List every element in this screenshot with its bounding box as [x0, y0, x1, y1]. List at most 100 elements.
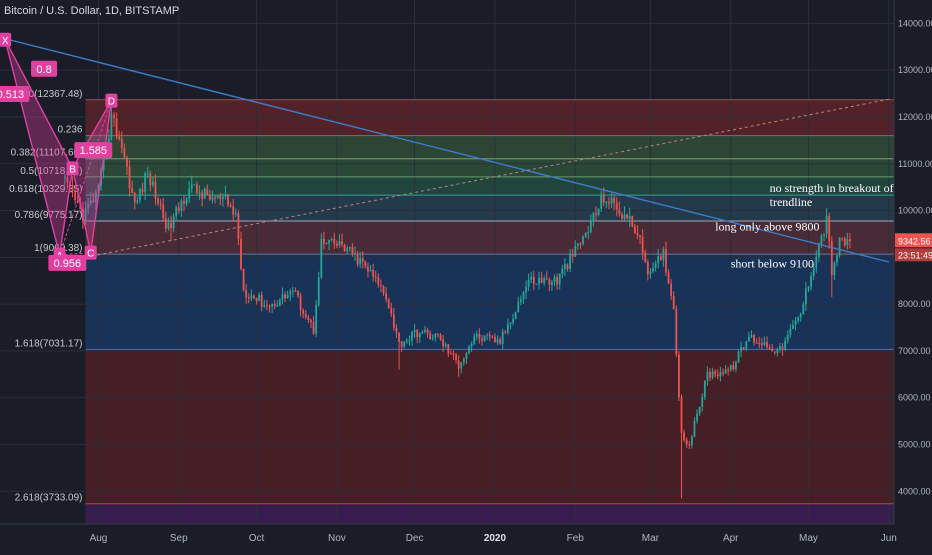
candle-body [475, 334, 478, 337]
fib-level-label: 2.618(3733.09) [15, 493, 83, 504]
time-tick-label: Apr [723, 533, 739, 544]
candle-body [188, 188, 191, 199]
candle-body [595, 213, 597, 216]
candle-body [615, 202, 618, 210]
harmonic-point-label: C [87, 249, 94, 260]
harmonic-point-label: X [2, 36, 9, 47]
countdown-badge [895, 248, 932, 262]
candle-body [639, 235, 641, 237]
candle-body [766, 342, 768, 348]
candle-body [457, 360, 460, 369]
candle-body [424, 329, 426, 332]
candle-body [830, 241, 833, 276]
current-price-label: 9342.56 [898, 236, 931, 246]
candle-body [468, 346, 470, 353]
candle-body [291, 290, 294, 292]
candle-body [258, 294, 261, 301]
candle-body [343, 244, 346, 252]
candle-body [253, 295, 255, 299]
candle-body [540, 277, 543, 283]
candle-body [211, 197, 214, 200]
candle-body [600, 195, 603, 209]
candle-body [621, 214, 623, 219]
candle-body [654, 262, 657, 269]
candle-body [247, 297, 250, 299]
candle-body [608, 202, 610, 204]
harmonic-ratio-badge [0, 86, 30, 103]
time-tick-label: Feb [567, 533, 585, 544]
annotation-text: trendline [770, 195, 813, 209]
candle-body [172, 216, 175, 229]
dotted-trendline [85, 98, 889, 258]
fib-level-label: 0(12367.48) [29, 89, 83, 100]
harmonic-ratio-line [59, 100, 112, 256]
candle-body [224, 194, 227, 197]
candle-body [338, 241, 341, 246]
candle-body [276, 305, 279, 307]
candle-body [667, 272, 670, 284]
candle-body [628, 215, 631, 219]
candle-body [470, 343, 473, 347]
candle-body [802, 304, 805, 314]
candle-body [411, 331, 413, 341]
candle-body [678, 354, 680, 398]
candle-body [478, 334, 481, 339]
candle-body [815, 257, 818, 268]
candle-body [561, 268, 564, 275]
candle-body [753, 335, 755, 343]
candle-body [574, 245, 577, 257]
candle-body [807, 286, 810, 289]
candle-body [320, 238, 323, 278]
candle-body [421, 331, 424, 334]
candle-body [727, 369, 730, 371]
candle-body [413, 329, 416, 332]
fib-level-label: 0.236 [57, 125, 82, 136]
candle-body [196, 184, 198, 193]
harmonic-bcd [71, 100, 113, 253]
candle-body [690, 436, 693, 446]
candle-body [750, 335, 753, 338]
candle-body [128, 166, 131, 189]
candle-body [553, 277, 556, 283]
candle-body [66, 176, 69, 183]
candle-body [374, 276, 377, 278]
fib-band [85, 176, 894, 196]
candle-body [849, 239, 851, 242]
candle-body [701, 397, 704, 407]
candle-body [328, 240, 331, 244]
candle-body [602, 195, 605, 203]
candle-body [333, 239, 336, 244]
candle-body [781, 346, 784, 351]
candle-body [817, 244, 820, 258]
candle-body [823, 233, 825, 236]
candle-body [126, 157, 128, 167]
candle-body [659, 256, 662, 261]
candle-body [784, 340, 787, 351]
candle-body [403, 341, 406, 347]
candle-body [385, 293, 388, 300]
candle-body [742, 347, 745, 349]
candle-body [294, 290, 297, 292]
candle-body [571, 253, 574, 257]
candle-body [219, 194, 222, 199]
time-tick-label: Nov [328, 533, 346, 544]
harmonic-point-label: B [69, 164, 76, 175]
candle-body [180, 200, 183, 211]
candle-body [675, 308, 678, 355]
candle-body [563, 264, 566, 269]
candle-body [545, 278, 548, 280]
candle-body [123, 148, 126, 158]
candle-body [92, 200, 95, 203]
time-tick-label: 2020 [484, 533, 507, 544]
candle-body [74, 192, 77, 201]
candle-body [434, 333, 437, 338]
candle-body [240, 239, 242, 269]
candle-body [201, 192, 204, 199]
candle-body [136, 200, 139, 203]
candle-body [789, 329, 792, 335]
fib-level-label: 0.786(9775.17) [15, 210, 83, 221]
time-tick-label: Jun [881, 533, 897, 544]
fib-band [85, 135, 894, 159]
